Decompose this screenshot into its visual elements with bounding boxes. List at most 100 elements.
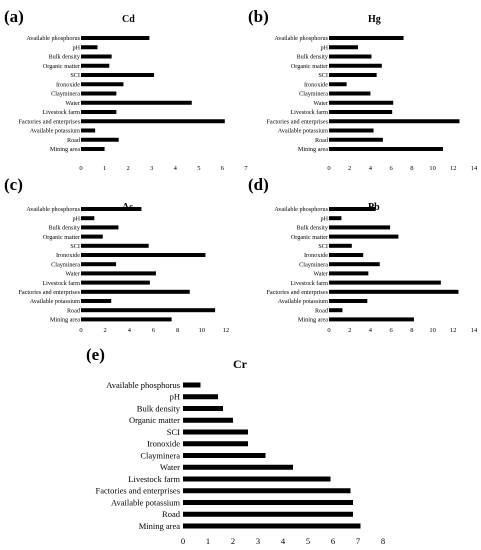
bar	[81, 36, 150, 40]
category-label: pH	[170, 392, 180, 402]
bar	[81, 207, 142, 211]
bar	[329, 289, 459, 294]
bar	[329, 271, 369, 276]
category-label: Livestock farm	[290, 280, 328, 287]
category-label: pH	[72, 44, 80, 51]
category-label: Mining area	[50, 317, 80, 324]
x-tick-label: 6	[390, 327, 394, 334]
bar	[183, 488, 351, 494]
x-tick-label: 6	[390, 165, 394, 172]
x-tick-label: 0	[79, 327, 82, 334]
category-label: Livestock farm	[128, 474, 180, 484]
x-tick-label: 4	[369, 327, 373, 334]
bar	[329, 253, 364, 257]
category-label: Organic matter	[43, 63, 80, 70]
category-label: Water	[313, 271, 328, 278]
x-tick-label: 12	[450, 165, 457, 172]
category-label: Factories and enterprises	[18, 118, 80, 125]
category-label: Factories and enterprises	[18, 289, 80, 296]
panel-label: (a)	[4, 7, 24, 26]
x-tick-label: 6	[152, 327, 156, 334]
category-label: SCI	[167, 427, 180, 437]
category-label: Ironoxide	[304, 81, 328, 88]
bar	[183, 511, 353, 517]
bar	[329, 147, 443, 151]
bar	[81, 100, 192, 105]
x-tick-label: 2	[104, 327, 107, 334]
bar	[81, 262, 117, 267]
x-tick-label: 12	[450, 327, 457, 334]
category-label: Available potassium	[30, 128, 80, 135]
x-tick-label: 7	[356, 536, 360, 546]
x-tick-label: 10	[429, 327, 436, 334]
category-label: Organic matter	[129, 415, 180, 425]
x-tick-label: 8	[176, 327, 179, 334]
category-label: Ironoxide	[147, 439, 180, 449]
bar	[329, 73, 377, 77]
x-tick-label: 2	[127, 165, 130, 172]
bar	[81, 299, 112, 303]
bar	[329, 308, 343, 313]
category-label: Organic matter	[291, 63, 328, 70]
bar	[329, 110, 393, 114]
bar	[81, 289, 190, 294]
panel-b: (b) Hg Available phosphorus pH Bulk density O…	[248, 7, 478, 172]
bar	[81, 137, 119, 142]
bar	[183, 523, 361, 529]
panel-label: (e)	[86, 345, 105, 364]
category-label: Road	[315, 137, 329, 144]
category-label: Livestock farm	[42, 280, 80, 287]
x-tick-label: 4	[128, 327, 132, 334]
bar	[329, 243, 352, 248]
category-label: Factories and enterprises	[266, 118, 328, 125]
x-tick-label: 0	[79, 165, 82, 172]
x-tick-label: 5	[197, 165, 200, 172]
category-label: Clayminera	[51, 91, 80, 98]
category-label: Mining area	[298, 317, 328, 324]
bar	[183, 394, 218, 400]
bar	[329, 128, 374, 133]
category-label: pH	[320, 44, 328, 51]
bar	[329, 207, 376, 211]
category-label: Bulk density	[49, 225, 81, 232]
bar	[183, 476, 331, 482]
x-tick-label: 8	[410, 327, 413, 334]
bar	[81, 234, 103, 239]
category-label: Road	[162, 509, 181, 519]
category-label: Available potassium	[278, 128, 328, 135]
x-tick-label: 8	[381, 536, 385, 546]
category-label: Water	[160, 462, 180, 472]
bar	[329, 45, 358, 50]
bar	[81, 216, 95, 221]
category-label: Livestock farm	[42, 109, 80, 116]
x-tick-label: 12	[223, 327, 230, 334]
bar	[329, 54, 372, 59]
chart-title: Cd	[122, 14, 135, 25]
x-tick-label: 1	[206, 536, 210, 546]
x-tick-label: 4	[281, 536, 286, 546]
bar	[81, 91, 117, 96]
x-tick-label: 2	[231, 536, 235, 546]
bar	[329, 119, 460, 124]
bar	[183, 500, 353, 505]
category-label: Available potassium	[30, 298, 80, 305]
x-tick-label: 10	[429, 165, 436, 172]
category-label: Clayminera	[140, 450, 180, 460]
category-label: SCI	[318, 72, 328, 79]
bar	[183, 382, 201, 388]
category-label: Available potassium	[111, 497, 180, 507]
bar	[81, 128, 96, 133]
category-label: Ironoxide	[56, 252, 80, 259]
category-label: Available phosphorus	[26, 206, 80, 213]
category-label: Available phosphorus	[274, 35, 328, 42]
bar	[329, 262, 380, 267]
bar	[81, 225, 119, 230]
category-label: Mining area	[139, 521, 181, 531]
bar	[329, 225, 391, 230]
category-label: Road	[315, 307, 329, 314]
bar	[81, 243, 149, 248]
bar	[183, 417, 233, 423]
category-label: SCI	[318, 243, 328, 250]
bar	[81, 73, 155, 77]
